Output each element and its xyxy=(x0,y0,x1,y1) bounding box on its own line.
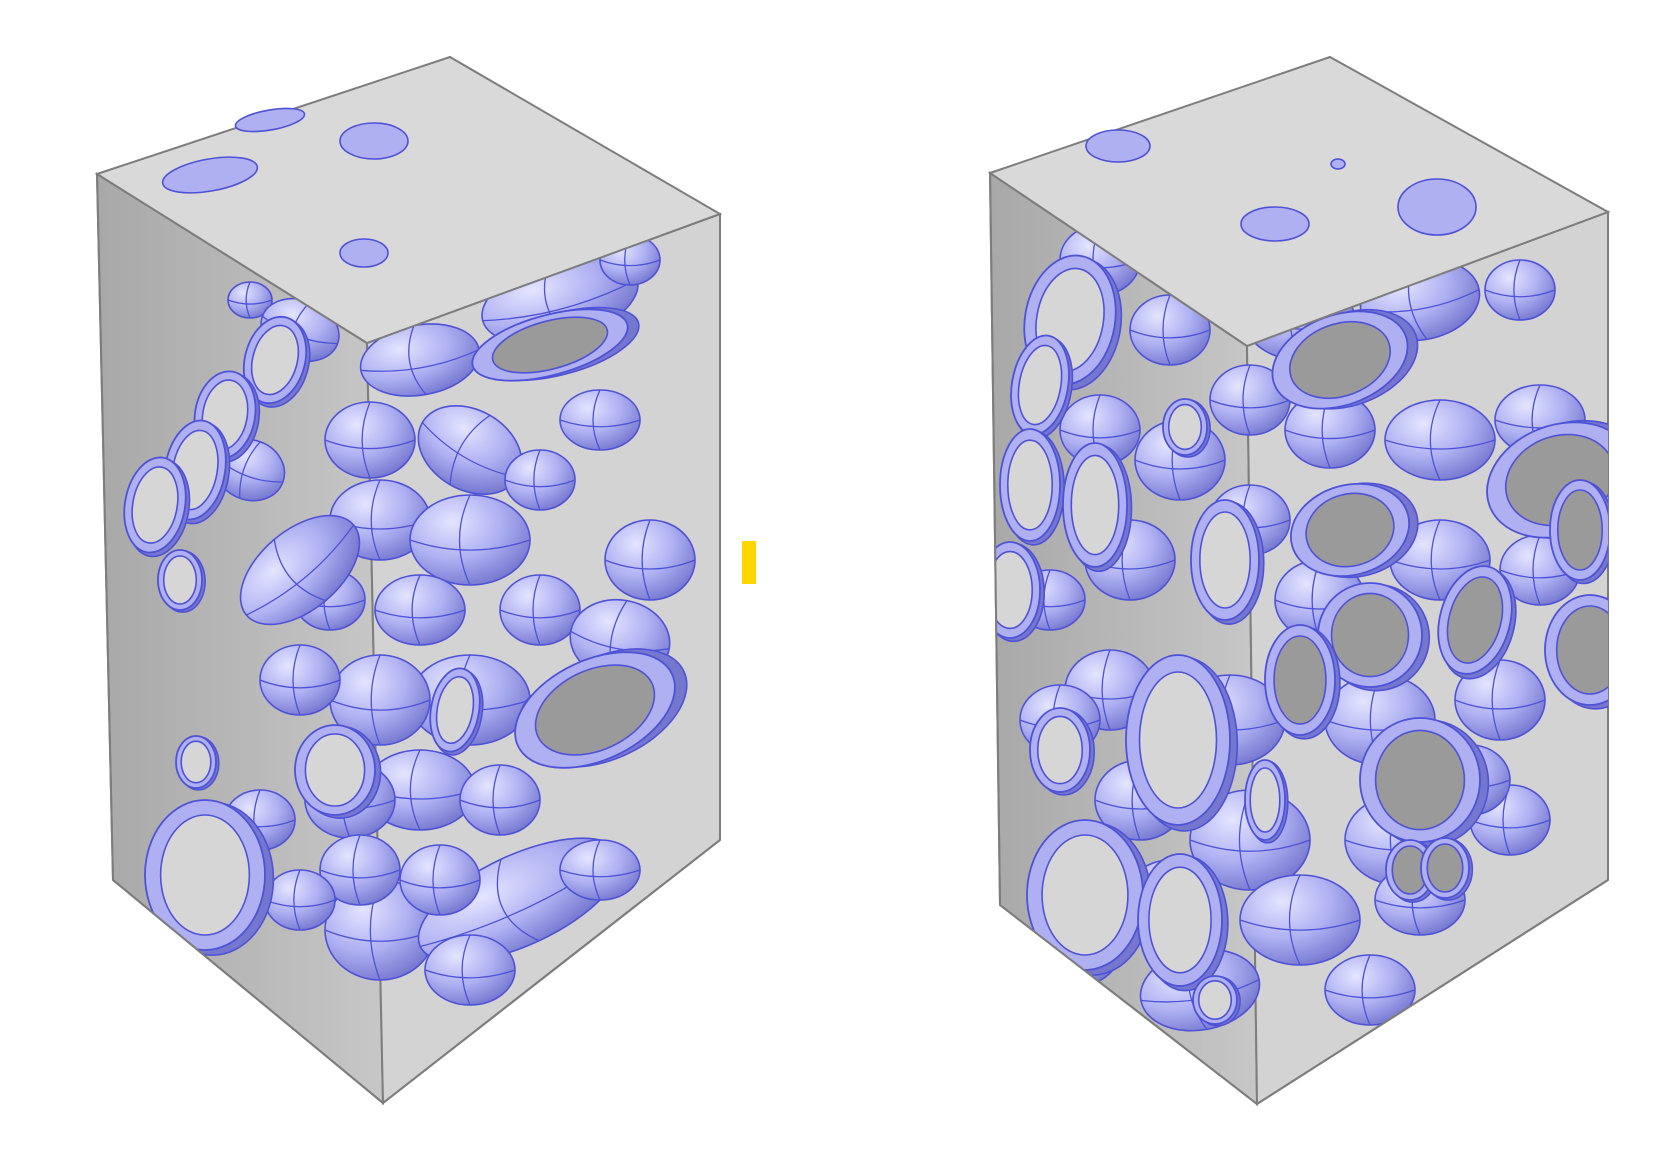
left-top-sections xyxy=(161,107,409,268)
right-particles xyxy=(990,224,1608,1032)
particle xyxy=(1384,399,1496,481)
cut-particle xyxy=(1264,624,1341,740)
cut-particle xyxy=(175,735,220,791)
top-section xyxy=(339,122,409,160)
left-box-front-edges xyxy=(96,173,721,1105)
cut-particle xyxy=(1125,654,1239,832)
particle xyxy=(604,519,696,601)
cut-particle xyxy=(514,648,688,769)
cut-particle xyxy=(1162,398,1211,458)
cut-particle xyxy=(1271,308,1419,410)
cut-particle xyxy=(157,549,206,613)
cut-particle xyxy=(1192,975,1241,1027)
cut-particle xyxy=(1029,707,1096,796)
particle xyxy=(319,834,401,906)
right-specimen xyxy=(987,55,1611,1107)
particle xyxy=(499,574,581,646)
particle xyxy=(559,389,641,451)
particle xyxy=(504,449,576,511)
cut-particle xyxy=(1062,442,1133,573)
particle xyxy=(227,281,273,319)
cut-particle xyxy=(1549,479,1608,585)
cut-particle xyxy=(1190,499,1265,625)
cut-particle xyxy=(1289,482,1419,579)
cut-particle xyxy=(144,799,275,957)
cut-particle xyxy=(242,315,311,408)
top-section xyxy=(1085,129,1151,163)
cut-particle xyxy=(1544,594,1608,710)
particle xyxy=(409,494,531,586)
particle xyxy=(1324,954,1416,1026)
particle xyxy=(374,574,466,646)
particle xyxy=(329,654,431,746)
cut-particle xyxy=(471,306,640,382)
cut-particle xyxy=(1437,565,1517,680)
right-box-top-face xyxy=(987,55,1611,348)
particle xyxy=(459,764,541,836)
yellow-bar-icon xyxy=(742,541,756,584)
cut-particle xyxy=(294,724,382,819)
particle xyxy=(424,934,516,1006)
particle xyxy=(1239,874,1361,966)
cut-particle xyxy=(1420,837,1474,901)
right-box-front-edges xyxy=(989,172,1609,1106)
left-specimen xyxy=(94,55,723,1106)
cut-particle xyxy=(1026,819,1152,977)
particle xyxy=(239,514,361,626)
top-section xyxy=(234,107,306,133)
top-section xyxy=(161,156,259,194)
particle xyxy=(1059,394,1141,466)
particle xyxy=(264,869,336,931)
top-section xyxy=(339,238,389,268)
cut-particle xyxy=(990,541,1046,643)
cut-particle xyxy=(999,428,1066,546)
particle xyxy=(259,644,341,716)
cut-particle xyxy=(429,667,484,756)
right-top-sections xyxy=(1085,129,1477,242)
top-section xyxy=(1397,178,1477,236)
particle xyxy=(559,839,641,901)
particle xyxy=(399,844,481,916)
top-section xyxy=(1240,206,1310,242)
top-section xyxy=(1330,158,1346,170)
cut-particle xyxy=(1010,334,1074,440)
cut-particle xyxy=(123,456,191,558)
particle xyxy=(324,401,416,479)
cut-particle xyxy=(1137,853,1229,992)
particle xyxy=(1129,294,1211,366)
left-particles xyxy=(123,234,696,1006)
cut-particle xyxy=(1244,759,1289,844)
particle xyxy=(1484,259,1556,321)
